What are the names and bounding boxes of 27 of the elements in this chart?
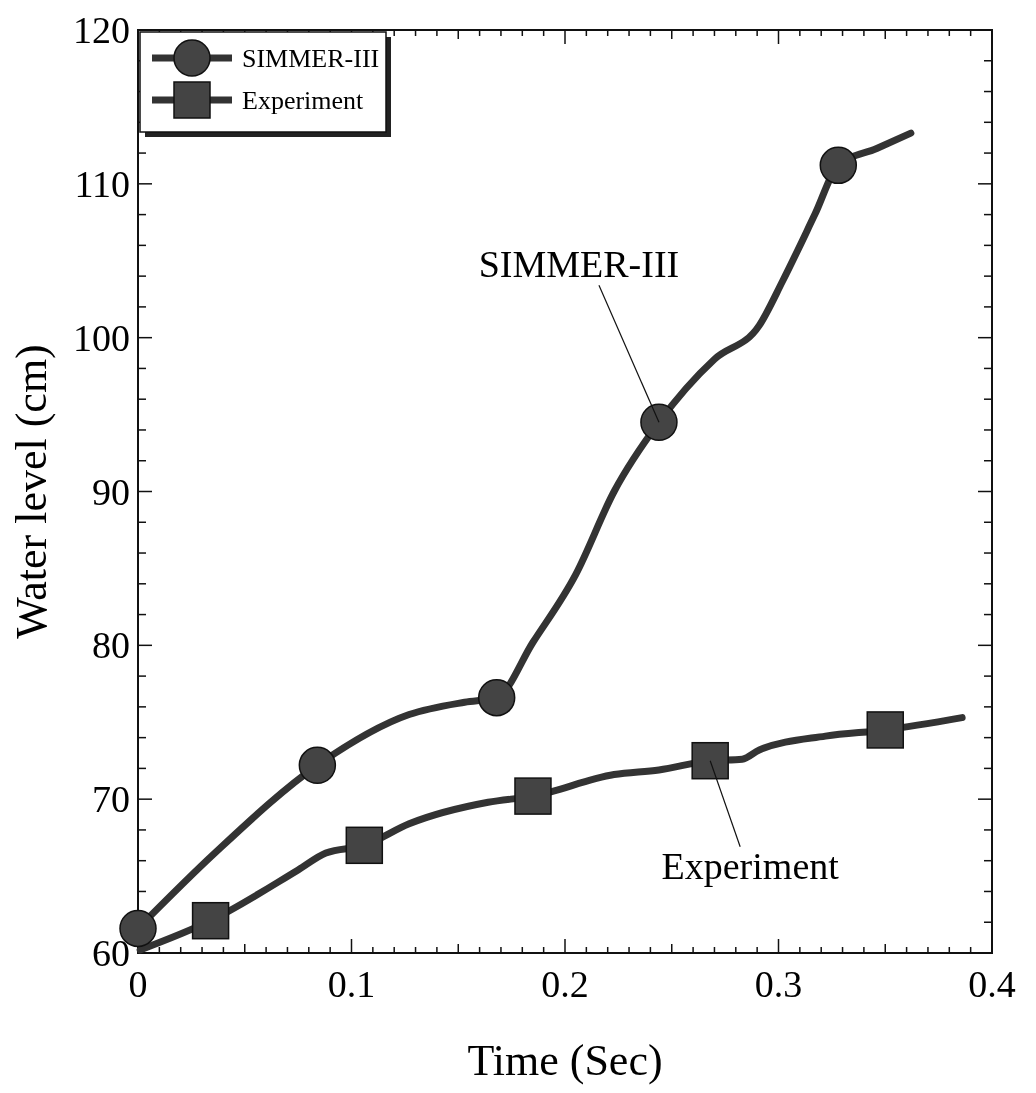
point xyxy=(691,741,729,780)
x-tick-label: 0.3 xyxy=(754,963,803,1005)
annotation: Experiment xyxy=(661,844,840,887)
point xyxy=(866,711,904,749)
legend-label: Experiment xyxy=(242,86,365,115)
annotation: SIMMER-III xyxy=(478,243,680,286)
y-tick-label: 70 xyxy=(92,778,130,821)
point xyxy=(191,901,230,940)
y-tick-label: 80 xyxy=(92,624,130,667)
y-tick-label: 100 xyxy=(73,316,130,359)
point xyxy=(298,746,337,785)
x-axis-title: Time (Sec) xyxy=(467,1036,663,1085)
legend-label: SIMMER-III xyxy=(242,44,380,73)
y-axis-title: Water level (cm) xyxy=(7,344,56,639)
point xyxy=(640,403,678,442)
x-tick-label: 0.1 xyxy=(327,963,376,1005)
x-tick-label: 0.2 xyxy=(541,963,589,1005)
point xyxy=(345,826,384,865)
y-tick-label: 110 xyxy=(74,162,130,205)
y-tick-label: 120 xyxy=(73,9,130,51)
y-tick-label: 90 xyxy=(92,470,130,513)
x-tick-label: 0 xyxy=(128,963,148,1005)
x-tick-label: 0.4 xyxy=(968,963,1016,1005)
point xyxy=(819,146,858,185)
point xyxy=(477,678,516,717)
y-tick-label: 60 xyxy=(92,932,130,974)
point xyxy=(514,777,552,815)
